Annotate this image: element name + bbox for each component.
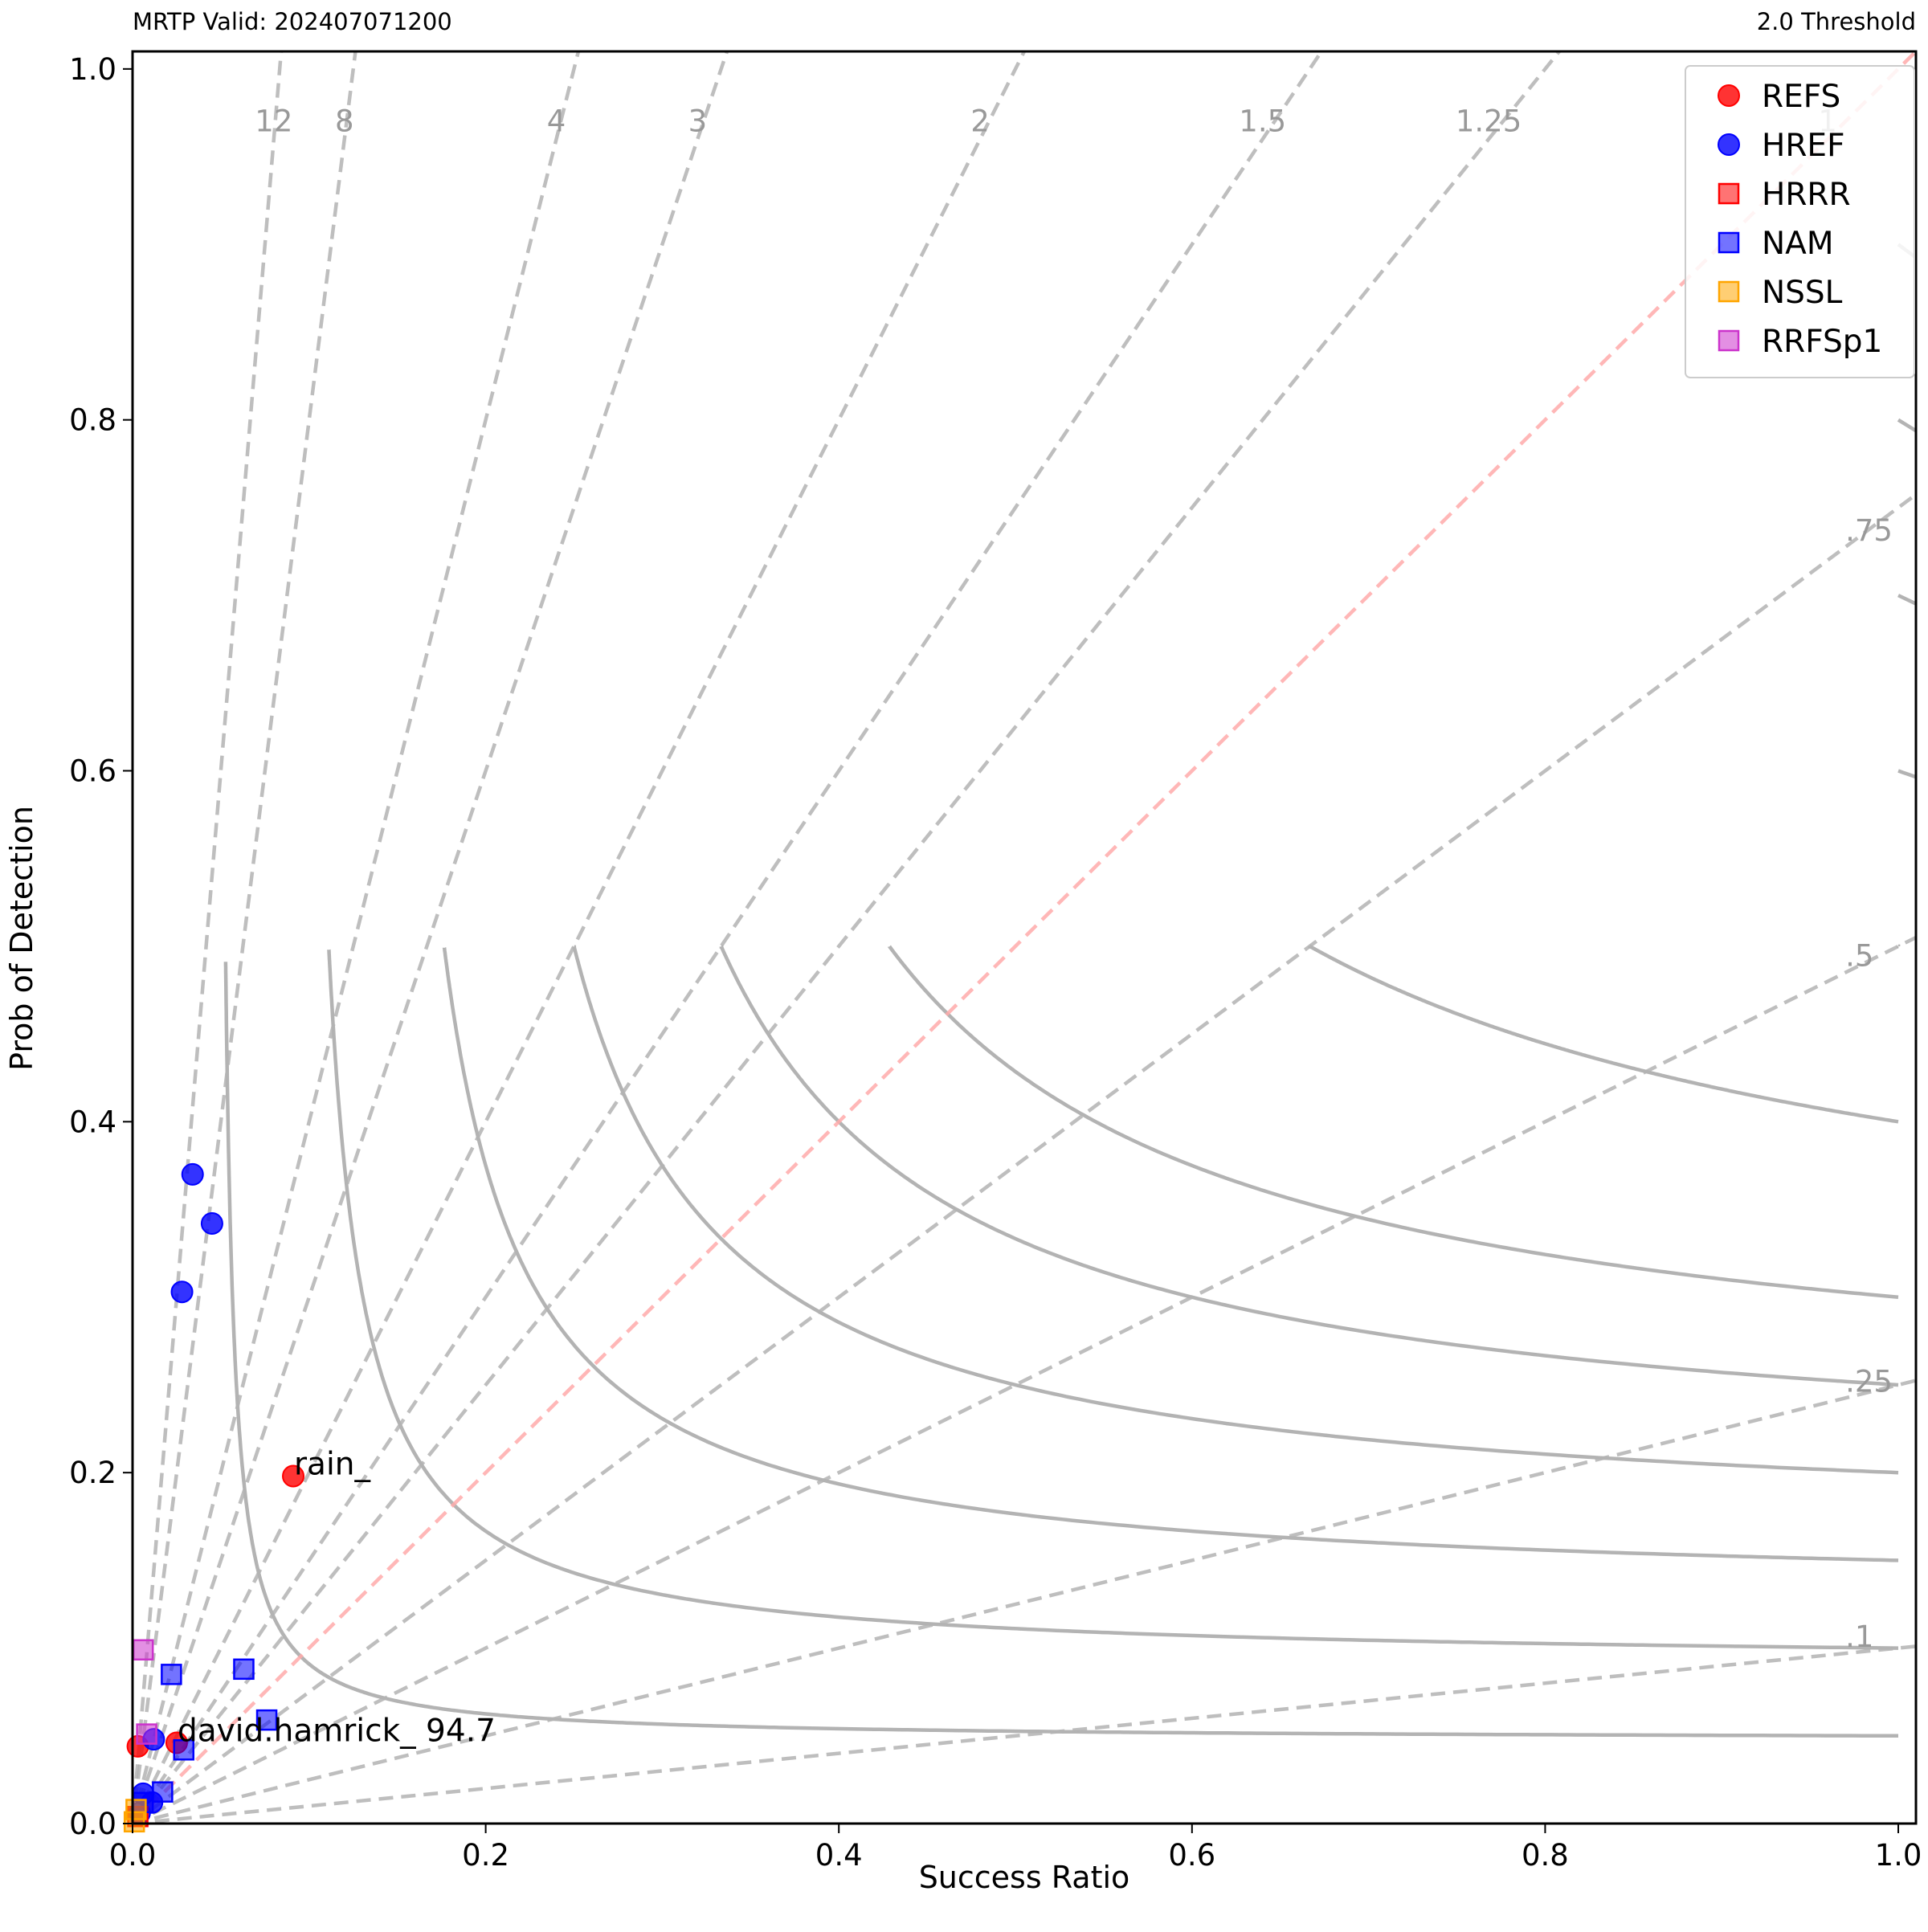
- legend-label-refs: REFS: [1762, 79, 1840, 115]
- bias-line-8: [133, 0, 1916, 1824]
- csi-contour-0_1: [329, 950, 1898, 1648]
- csi-contour-0_05: [226, 962, 1898, 1736]
- href-point: [182, 1164, 203, 1185]
- bias-label-0_25: .25: [1845, 1364, 1893, 1399]
- bias-line-0_75: [133, 495, 1916, 1824]
- csi-contour-0_4: [1310, 946, 1898, 1121]
- x-tick-label: 0.8: [1522, 1838, 1569, 1873]
- bias-line-1_25: [133, 0, 1916, 1824]
- y-axis-ticks: 0.0 0.2 0.4 0.6 0.8 1.0: [69, 52, 133, 1841]
- y-axis-label: Prob of Detection: [4, 806, 39, 1071]
- bias-lines: [133, 0, 1916, 1824]
- nam-point: [161, 1664, 181, 1684]
- point-annotation: david.hamrick_ 94.7: [178, 1713, 496, 1750]
- rrfsp1-point: [133, 1640, 153, 1660]
- point-annotation: rain_: [294, 1447, 370, 1483]
- bias-label-4: 4: [547, 104, 566, 138]
- x-axis-label: Success Ratio: [919, 1860, 1130, 1895]
- href-point: [172, 1281, 193, 1302]
- y-tick-label: 0.2: [69, 1456, 116, 1490]
- bias-label-1_25: 1.25: [1456, 104, 1522, 138]
- y-tick-label: 1.0: [69, 52, 116, 87]
- bias-line-1_5: [133, 0, 1916, 1824]
- csi-contour-0_3: [889, 946, 1898, 1297]
- csi-contour-0_6: [1898, 771, 1928, 946]
- x-tick-label: 0.0: [109, 1838, 157, 1873]
- bias-label-0_1: .1: [1845, 1620, 1873, 1654]
- x-tick-label: 0.6: [1168, 1838, 1215, 1873]
- bias-label-8: 8: [335, 104, 354, 138]
- legend-marker-refs: [1718, 85, 1739, 106]
- legend-label-hrrr: HRRR: [1762, 177, 1851, 213]
- bias-label-0_5: .5: [1845, 939, 1873, 974]
- bias-label-3: 3: [688, 104, 708, 138]
- x-tick-label: 0.4: [815, 1838, 863, 1873]
- bias-label-0_75: .75: [1845, 513, 1893, 548]
- legend-marker-rrfsp1: [1719, 331, 1738, 350]
- y-tick-label: 0.0: [69, 1807, 116, 1841]
- href-point: [202, 1213, 223, 1234]
- y-tick-label: 0.4: [69, 1105, 116, 1139]
- legend: REFS HREF HRRR NAM NSSL RRFSp1: [1685, 66, 1914, 378]
- bias-label-1_5: 1.5: [1239, 104, 1286, 138]
- legend-marker-nssl: [1719, 282, 1738, 301]
- bias-line-0_25: [133, 1381, 1916, 1824]
- bias-line-12: [133, 0, 1916, 1824]
- bias-line-0_5: [133, 937, 1916, 1824]
- y-tick-label: 0.6: [69, 754, 116, 789]
- legend-marker-hrrr: [1719, 184, 1738, 203]
- x-tick-label: 1.0: [1875, 1838, 1922, 1873]
- point-annotations: rain_ david.hamrick_ 94.7: [178, 1447, 496, 1750]
- csi-contour-0_25: [721, 946, 1898, 1385]
- nssl-point: [125, 1812, 144, 1832]
- bias-line-1: [133, 51, 1916, 1824]
- bias-line-3: [133, 0, 1916, 1824]
- y-tick-label: 0.8: [69, 403, 116, 438]
- bias-label-12: 12: [255, 104, 292, 138]
- bias-line-2: [133, 0, 1916, 1824]
- nam-point: [153, 1783, 172, 1802]
- legend-label-nam: NAM: [1762, 226, 1834, 262]
- legend-label-href: HREF: [1762, 128, 1845, 164]
- bias-line-4: [133, 0, 1916, 1824]
- legend-label-rrfsp1: RRFSp1: [1762, 324, 1882, 360]
- header-right-title: 2.0 Threshold: [1757, 8, 1916, 35]
- legend-marker-href: [1718, 134, 1739, 155]
- csi-contours: [226, 244, 1928, 1736]
- csi-contour-0_15: [444, 948, 1898, 1561]
- legend-marker-nam: [1719, 233, 1738, 252]
- legend-label-nssl: NSSL: [1762, 275, 1843, 311]
- x-tick-label: 0.2: [462, 1838, 509, 1873]
- bias-label-2: 2: [970, 104, 990, 138]
- rrfsp1-point: [137, 1725, 157, 1744]
- header-left-title: MRTP Valid: 202407071200: [133, 8, 452, 35]
- nam-point: [234, 1660, 253, 1679]
- csi-contour-0_8: [1898, 420, 1928, 946]
